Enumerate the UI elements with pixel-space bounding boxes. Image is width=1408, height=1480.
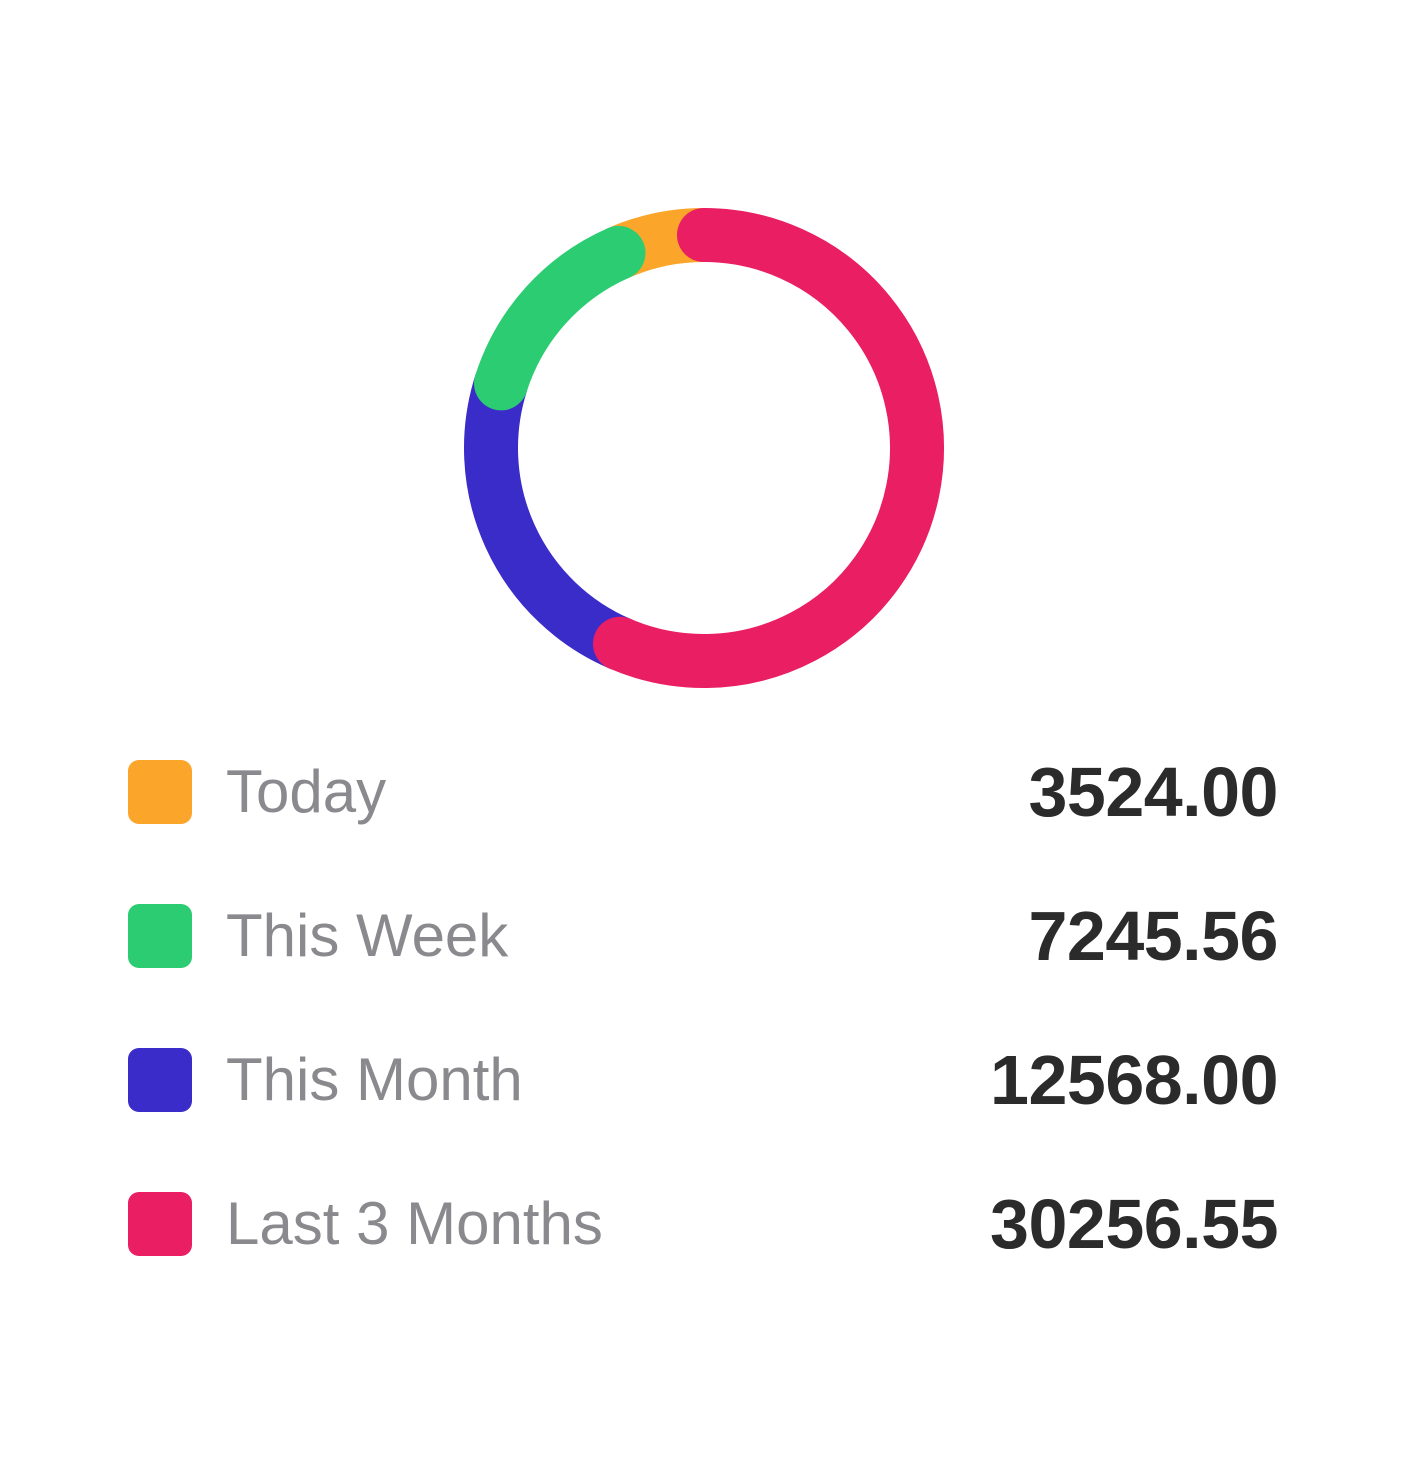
legend-label-this-month: This Month [226, 1046, 523, 1113]
donut-segment-this-week [474, 225, 646, 411]
legend-swatch-this-month [128, 1048, 192, 1112]
legend-item-this-week: This Week 7245.56 [128, 864, 1278, 1008]
donut-segment-last-3-months [592, 208, 944, 688]
legend-label-this-week: This Week [226, 902, 509, 969]
legend-swatch-last-3-months [128, 1192, 192, 1256]
legend-swatch-today [128, 760, 192, 824]
legend-item-this-month: This Month 12568.00 [128, 1008, 1278, 1152]
legend-item-last-3-months: Last 3 Months 30256.55 [128, 1152, 1278, 1296]
legend-swatch-this-week [128, 904, 192, 968]
legend-label-today: Today [226, 758, 387, 825]
legend-value-last-3-months: 30256.55 [990, 1185, 1278, 1263]
legend-value-today: 3524.00 [1028, 753, 1278, 831]
legend: Today 3524.00 This Week 7245.56 This Mon… [128, 720, 1278, 1296]
legend-item-today: Today 3524.00 [128, 720, 1278, 864]
legend-label-last-3-months: Last 3 Months [226, 1190, 603, 1257]
legend-value-this-month: 12568.00 [990, 1041, 1278, 1119]
legend-value-this-week: 7245.56 [1028, 897, 1278, 975]
donut-segment-this-month [464, 356, 647, 671]
